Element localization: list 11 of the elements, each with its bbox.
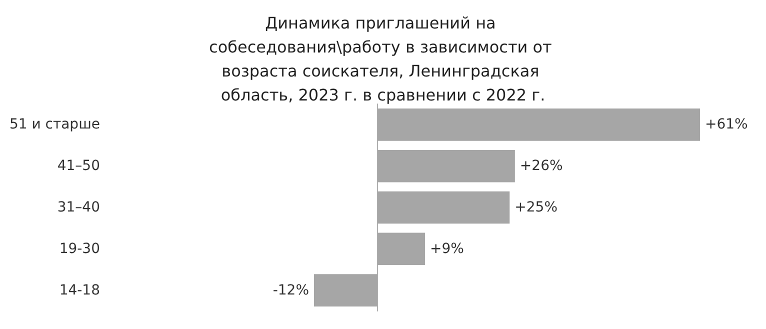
- y-tick-label: 14-18: [59, 282, 100, 298]
- y-tick-label: 41–50: [57, 158, 100, 174]
- data-label: +25%: [514, 200, 558, 216]
- y-tick-label: 51 и старше: [9, 116, 100, 133]
- data-label: -12%: [272, 282, 309, 298]
- data-label: +26%: [520, 158, 563, 174]
- y-tick-label: 31–40: [57, 200, 100, 216]
- chart-title: Динамика приглашений на собеседования\работу в зависимости от возраста соискателя, Ленинградская область, 2023 г. в сравнении с 2022 г.: [209, 14, 557, 104]
- data-label: +9%: [430, 240, 464, 257]
- y-tick-label: 19-30: [59, 240, 100, 257]
- data-label: +61%: [705, 116, 748, 133]
